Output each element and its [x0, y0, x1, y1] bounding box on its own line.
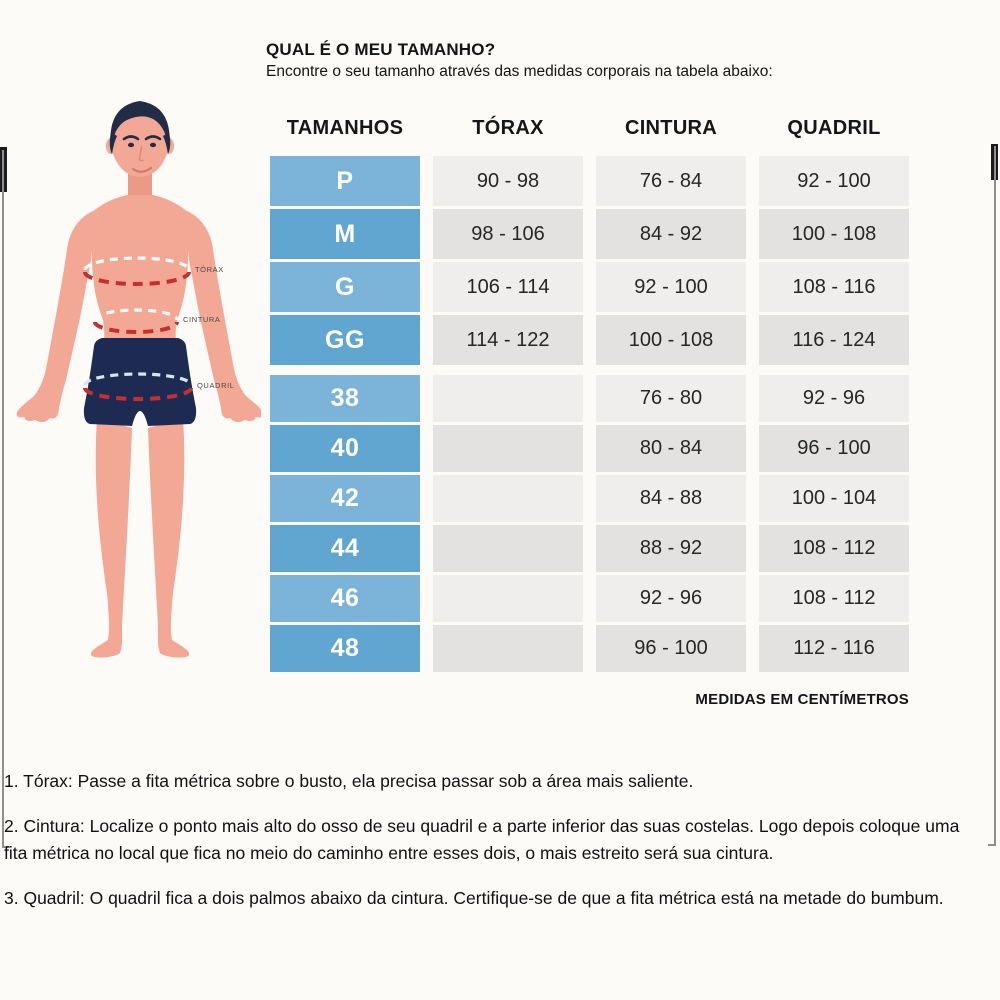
torax-cell: [433, 475, 583, 522]
frame-right-foot: [988, 844, 996, 846]
cintura-cell: 92 - 100: [596, 262, 746, 312]
quadril-cell: 96 - 100: [759, 425, 909, 472]
torax-cell: [433, 625, 583, 672]
size-cell: 40: [270, 425, 420, 472]
quadril-cell: 100 - 108: [759, 209, 909, 259]
column-header-tamanhos: TAMANHOS: [286, 116, 404, 139]
cintura-cell: 92 - 96: [596, 575, 746, 622]
size-cell: G: [270, 262, 420, 312]
cintura-cell: 84 - 92: [596, 209, 746, 259]
body-measurement-figure: TÓRAX CINTURA QUADRIL: [5, 88, 264, 678]
cintura-cell: 96 - 100: [596, 625, 746, 672]
quadril-cell: 100 - 104: [759, 475, 909, 522]
torax-cell: 114 - 122: [433, 315, 583, 365]
page-subtitle: Encontre o seu tamanho através das medid…: [266, 63, 773, 80]
size-cell: GG: [270, 315, 420, 365]
cintura-cell: 88 - 92: [596, 525, 746, 572]
instruction-cintura: 2. Cintura: Localize o ponto mais alto d…: [4, 816, 960, 864]
quadril-cell: 108 - 112: [759, 575, 909, 622]
size-cell: 46: [270, 575, 420, 622]
size-cell: 44: [270, 525, 420, 572]
torax-cell: [433, 525, 583, 572]
size-cell: 48: [270, 625, 420, 672]
size-cell: M: [270, 209, 420, 259]
quadril-cell: 112 - 116: [759, 625, 909, 672]
quadril-cell: 92 - 96: [759, 375, 909, 422]
size-cell: P: [270, 156, 420, 206]
quadril-cell: 108 - 112: [759, 525, 909, 572]
measurement-instructions: 1. Tórax: Passe a fita métrica sobre o b…: [4, 768, 976, 931]
frame-right-line: [994, 146, 996, 846]
cintura-cell: 80 - 84: [596, 425, 746, 472]
torax-cell: 90 - 98: [433, 156, 583, 206]
waist-label: CINTURA: [183, 315, 221, 324]
cintura-cell: 84 - 88: [596, 475, 746, 522]
torax-cell: [433, 375, 583, 422]
page-title: QUAL É O MEU TAMANHO?: [266, 40, 496, 59]
units-note: MEDIDAS EM CENTÍMETROS: [695, 691, 909, 708]
quadril-cell: 108 - 116: [759, 262, 909, 312]
cintura-cell: 100 - 108: [596, 315, 746, 365]
size-table: TAMANHOS TÓRAX CINTURA QUADRIL P 90 - 98…: [270, 103, 909, 672]
size-cell: 38: [270, 375, 420, 422]
cintura-cell: 76 - 80: [596, 375, 746, 422]
cintura-cell: 76 - 84: [596, 156, 746, 206]
column-header-cintura: CINTURA: [624, 116, 718, 139]
torax-cell: 106 - 114: [433, 262, 583, 312]
column-header-torax: TÓRAX: [472, 116, 544, 139]
quadril-cell: 116 - 124: [759, 315, 909, 365]
table-group-divider: [270, 368, 909, 372]
torax-cell: 98 - 106: [433, 209, 583, 259]
torax-cell: [433, 425, 583, 472]
quadril-cell: 92 - 100: [759, 156, 909, 206]
chest-label: TÓRAX: [195, 265, 224, 274]
instruction-torax: 1. Tórax: Passe a fita métrica sobre o b…: [4, 771, 694, 791]
column-header-quadril: QUADRIL: [787, 116, 881, 139]
frame-left-line: [2, 150, 4, 848]
instruction-quadril: 3. Quadril: O quadril fica a dois palmos…: [4, 888, 944, 909]
frame-left-foot: [2, 846, 10, 848]
male-figure-illustration: TÓRAX CINTURA QUADRIL: [16, 101, 264, 658]
hip-label: QUADRIL: [197, 381, 235, 390]
size-cell: 42: [270, 475, 420, 522]
torax-cell: [433, 575, 583, 622]
